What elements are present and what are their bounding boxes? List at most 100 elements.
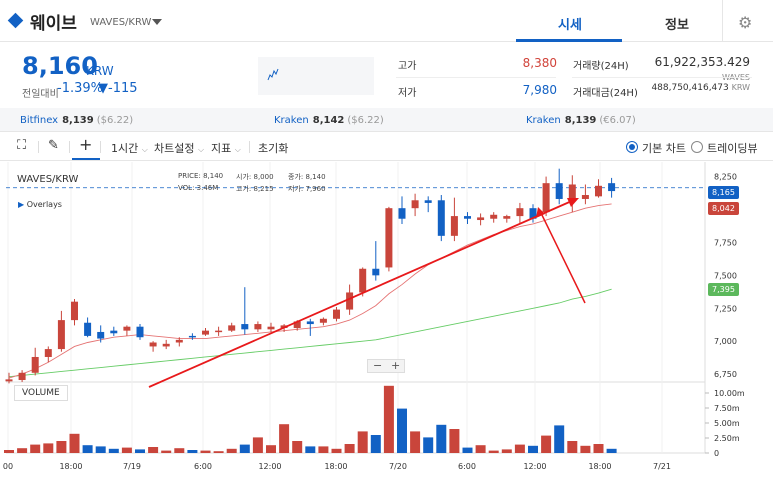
fullscreen-icon[interactable]: ⛶: [17, 138, 27, 153]
vol-tick-label: 7.50m: [714, 404, 740, 413]
candle-body: [516, 208, 524, 217]
volume-bar: [56, 441, 67, 453]
price-chart[interactable]: 00 18:00 7/19 6:00 12:00 18:00 7/20 6:00 12:00 18…: [0, 162, 773, 481]
volume-bar: [226, 448, 237, 453]
volume-panel-label: VOLUME: [14, 385, 68, 401]
volume-bar: [292, 441, 303, 453]
tradingview-radio[interactable]: [691, 141, 703, 153]
chart-toolbar: ⛶ ✎ + 1시간 ⌵ 차트설정 ⌵ 지표 ⌵ 초기화 기본 차트 트레이딩뷰: [0, 133, 773, 161]
coin-pair[interactable]: WAVES/KRW: [90, 17, 152, 28]
y-tick-label: 7,750: [714, 238, 737, 247]
volume-bar: [501, 449, 512, 453]
candle-body: [398, 208, 406, 219]
exchange-price: 8,139: [564, 115, 597, 126]
chevron-down-icon: ⌵: [197, 145, 205, 154]
exchange-item[interactable]: Kraken 8,139 (€6.07): [526, 115, 636, 126]
volume-bar: [148, 447, 159, 453]
candle-body: [306, 321, 314, 325]
gear-icon[interactable]: ⚙: [738, 13, 753, 32]
exchange-name: Bitfinex: [20, 115, 59, 126]
ohlc-high-value: 8,215: [253, 185, 274, 193]
volume-bar: [239, 444, 250, 453]
candle-body: [372, 268, 380, 276]
current-price: 8,160: [22, 52, 98, 80]
candle-body: [359, 268, 367, 293]
zoom-in-button[interactable]: +: [391, 359, 401, 372]
chart-settings-button[interactable]: 차트설정 ⌵: [154, 140, 204, 156]
y-tick-label: 7,250: [714, 304, 737, 313]
ohlc-price-value: 8,140: [203, 172, 224, 180]
candle-body: [241, 324, 249, 330]
stat-divider-2: [572, 77, 752, 78]
vol-tick-label: 0: [714, 449, 719, 458]
coin-name[interactable]: 웨이브: [30, 14, 77, 34]
volume-bar: [69, 433, 80, 453]
low-label: 저가: [398, 88, 417, 99]
tradingview-label[interactable]: 트레이딩뷰: [707, 142, 758, 155]
ohlc-low-value: 7,960: [305, 185, 326, 193]
tab-info[interactable]: 정보: [665, 18, 689, 33]
volume-bar: [161, 450, 172, 453]
active-tab-indicator: [516, 39, 622, 42]
candle-body: [333, 309, 340, 319]
chart-pair-label: WAVES/KRW: [17, 174, 79, 185]
y-tick-label: 6,750: [714, 370, 737, 379]
exchange-item[interactable]: Kraken 8,142 ($6.22): [274, 115, 384, 126]
annotation-pointer-line: [539, 210, 586, 304]
overlays-toggle[interactable]: ▶ Overlays: [18, 200, 62, 209]
reset-button[interactable]: 초기화: [258, 142, 289, 155]
candle-body: [110, 330, 118, 334]
volume-bar: [593, 444, 604, 453]
volume-bar: [200, 450, 211, 453]
ohlc-low: 저가: 7,960: [288, 185, 326, 193]
candle-body: [18, 372, 26, 381]
volume-bar: [318, 446, 329, 453]
x-tick-label: 7/21: [653, 462, 671, 471]
y-tick-label: 8,250: [714, 173, 737, 182]
candle-body: [136, 326, 144, 338]
x-tick-label: 6:00: [194, 462, 212, 471]
chart-settings-label: 차트설정: [154, 142, 195, 155]
exchange-price: 8,139: [62, 115, 94, 126]
toolbar-divider: [69, 141, 70, 153]
candle-body: [44, 349, 52, 357]
candle-body: [529, 208, 537, 219]
ohlc-open-label: 시가: [236, 173, 249, 181]
exchange-prices-bar: Bitfinex 8,139 ($6.22) Kraken 8,142 ($6.22) …: [0, 108, 773, 132]
ohlc-open: 시가: 8,000: [236, 173, 274, 181]
overlays-label: Overlays: [26, 200, 62, 209]
volume-bar: [357, 431, 368, 453]
interval-select[interactable]: 1시간 ⌵: [111, 140, 148, 156]
crosshair-icon[interactable]: +: [79, 135, 93, 154]
coin-dropdown-icon[interactable]: [152, 19, 162, 25]
volume-bar: [397, 408, 407, 453]
y-tick-label: 7,000: [714, 337, 737, 346]
candle-body: [411, 200, 419, 209]
amount-label: 거래대금(24H): [573, 88, 638, 99]
candle-body: [568, 184, 576, 202]
exchange-item[interactable]: Bitfinex 8,139 ($6.22): [20, 115, 133, 126]
volume-bar: [488, 450, 499, 453]
volume-bar: [174, 448, 185, 453]
caret-right-icon: ▶: [18, 200, 25, 209]
volume-bar: [4, 450, 14, 453]
x-tick-label: 6:00: [458, 462, 476, 471]
vol-tick-label: 5.00m: [714, 419, 740, 428]
candle-body: [464, 216, 471, 219]
pencil-icon[interactable]: ✎: [48, 138, 59, 153]
chevron-down-icon: ⌵: [234, 145, 241, 154]
coin-diamond-icon: [7, 12, 24, 29]
chart-svg[interactable]: 00 18:00 7/19 6:00 12:00 18:00 7/20 6:00 12:00 18…: [0, 162, 773, 481]
tab-price[interactable]: 시세: [558, 18, 582, 33]
high-value: 8,380: [522, 56, 557, 70]
change-label: 전일대비: [22, 89, 59, 100]
volume-bar: [266, 445, 276, 453]
basic-chart-radio[interactable]: [626, 141, 638, 153]
candle-body: [202, 330, 209, 335]
amount-unit: KRW: [731, 83, 750, 92]
indicators-button[interactable]: 지표 ⌵: [211, 140, 241, 156]
zoom-out-button[interactable]: −: [373, 359, 383, 372]
exchange-price: 8,142: [312, 115, 345, 126]
volume-bar: [370, 435, 381, 453]
basic-chart-label[interactable]: 기본 차트: [642, 142, 686, 155]
